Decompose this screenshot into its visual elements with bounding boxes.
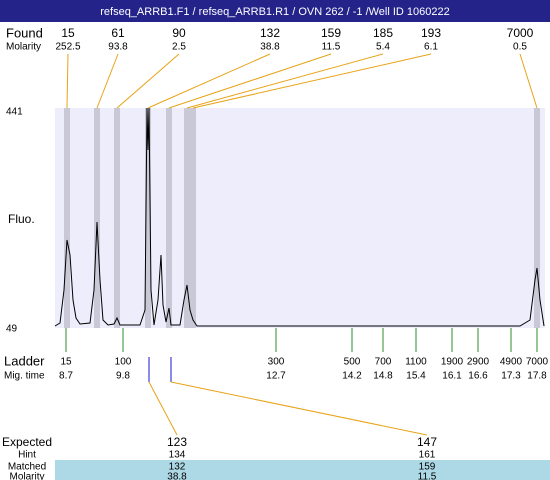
found-size: 132 — [260, 26, 280, 40]
found-size: 7000 — [507, 26, 534, 40]
found-molarity: 11.5 — [322, 42, 341, 53]
ladder-size: 700 — [375, 357, 392, 368]
found-size: 193 — [421, 26, 441, 40]
peak-band — [64, 108, 70, 328]
row-label: Matched — [8, 462, 46, 473]
ladder-size: 4900 — [500, 357, 523, 368]
found-size: 15 — [61, 26, 75, 40]
table-expected: 147 — [417, 435, 437, 449]
peak-connector — [147, 53, 271, 109]
title: refseq_ARRB1.F1 / refseq_ARRB1.R1 / OVN … — [100, 6, 450, 18]
peak-connector — [192, 53, 432, 109]
ladder-time: 14.2 — [342, 371, 362, 382]
ladder-time: 14.8 — [373, 371, 393, 382]
found-molarity: 6.1 — [424, 42, 438, 53]
peak-connector — [96, 53, 119, 109]
plot-area — [55, 108, 545, 328]
ladder-size: 15 — [60, 357, 72, 368]
ladder-size: 2900 — [467, 357, 490, 368]
found-size: 61 — [111, 26, 125, 40]
ladder-time: 16.6 — [468, 371, 488, 382]
peak-band — [166, 108, 172, 328]
table-hint: 161 — [419, 450, 436, 461]
y-axis-label: Fluo. — [8, 212, 35, 226]
matched-rows-bg — [55, 460, 550, 480]
found-size: 159 — [321, 26, 341, 40]
peak-band — [184, 108, 190, 328]
peak-connector — [116, 53, 180, 109]
ladder-time: 12.7 — [266, 371, 286, 382]
ladder-time: 9.8 — [116, 371, 130, 382]
table-hint: 134 — [169, 450, 186, 461]
peak-band — [534, 108, 540, 328]
found-molarity: 2.5 — [172, 42, 186, 53]
peak-connector — [168, 53, 332, 109]
table-molarity: 11.5 — [418, 472, 437, 480]
row-label: Molarity — [9, 472, 44, 480]
ladder-size: 7000 — [526, 357, 549, 368]
expected-connector — [148, 381, 178, 436]
peak-band — [94, 108, 100, 328]
ladder-size: 500 — [344, 357, 361, 368]
title-bar — [0, 0, 550, 22]
peak-connector — [519, 53, 538, 109]
row-label: Expected — [2, 435, 52, 449]
found-molarity: 5.4 — [376, 42, 390, 53]
ladder-size: 1900 — [441, 357, 464, 368]
ladder-label: Ladder — [4, 353, 45, 368]
peak-connector — [66, 53, 69, 109]
found-molarity: 93.8 — [108, 42, 128, 53]
row-label: Hint — [18, 450, 36, 461]
table-matched: 132 — [169, 462, 186, 473]
molarity-label: Molarity — [6, 42, 41, 53]
mig-time-label: Mig. time — [4, 371, 45, 382]
ladder-time: 16.1 — [442, 371, 462, 382]
peak-band — [190, 108, 196, 328]
expected-connector — [170, 381, 428, 436]
table-expected: 123 — [167, 435, 187, 449]
ladder-size: 300 — [268, 357, 285, 368]
table-molarity: 38.8 — [167, 472, 187, 480]
y-max: 441 — [6, 107, 23, 118]
y-min: 49 — [6, 324, 18, 335]
found-size: 90 — [172, 26, 186, 40]
table-matched: 159 — [419, 462, 436, 473]
ladder-time: 17.3 — [501, 371, 521, 382]
peak-connector — [186, 53, 384, 109]
ladder-time: 17.8 — [527, 371, 547, 382]
ladder-time: 15.4 — [406, 371, 426, 382]
ladder-time: 8.7 — [59, 371, 73, 382]
found-size: 185 — [373, 26, 393, 40]
ladder-size: 1100 — [405, 357, 427, 368]
found-molarity: 252.5 — [55, 42, 80, 53]
ladder-size: 100 — [115, 357, 132, 368]
peak-band — [145, 108, 151, 328]
found-label: Found — [6, 25, 43, 40]
found-molarity: 38.8 — [260, 42, 280, 53]
peak-band — [114, 108, 120, 328]
found-molarity: 0.5 — [513, 42, 527, 53]
